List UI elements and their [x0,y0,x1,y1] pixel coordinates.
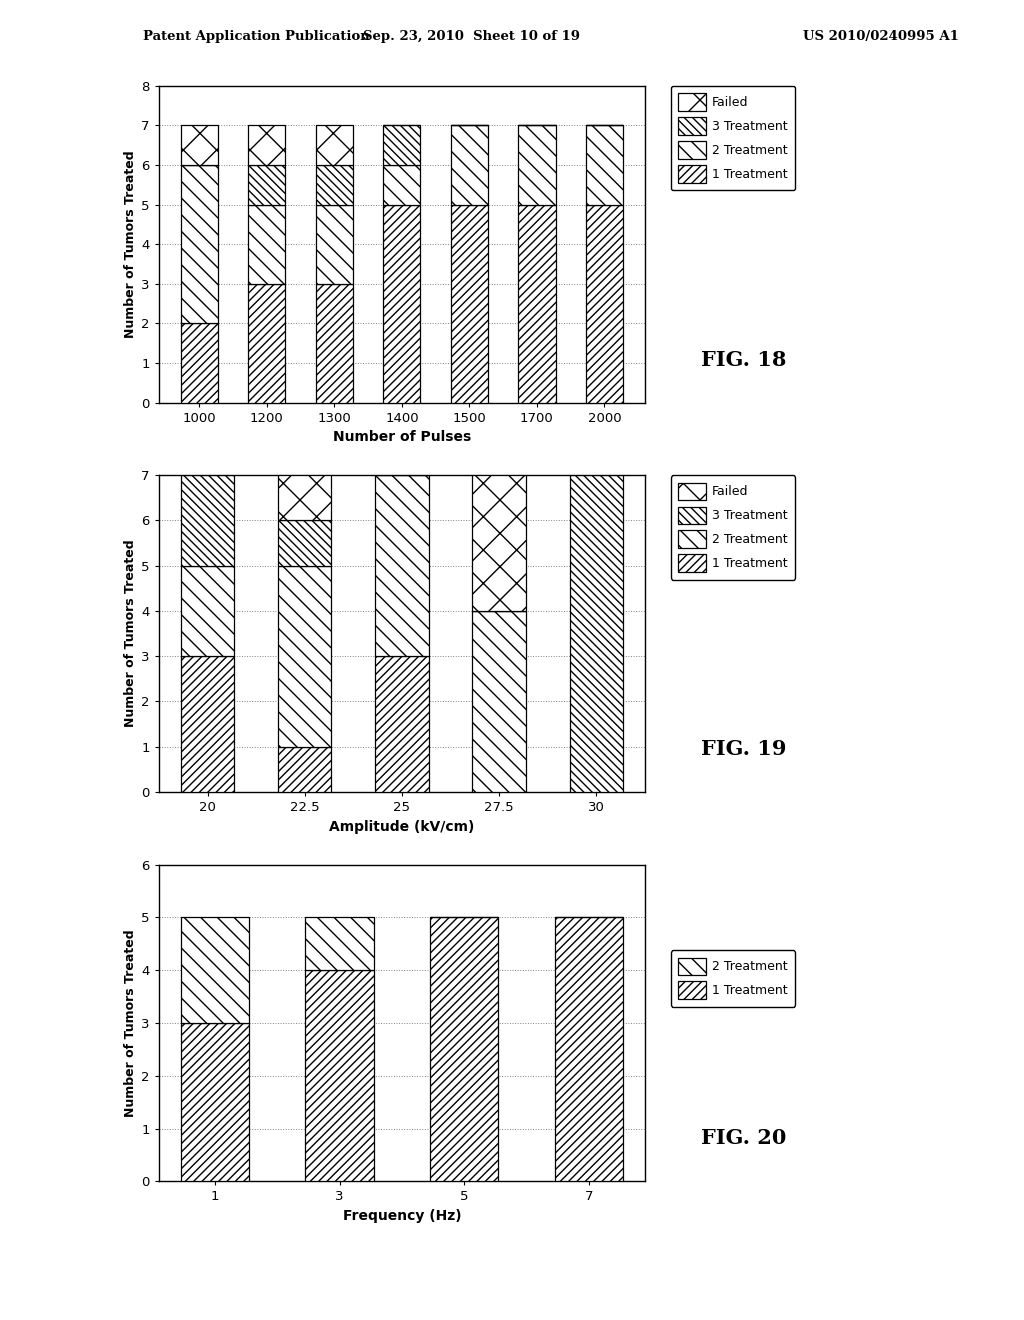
Bar [278,566,332,747]
Legend: Failed, 3 Treatment, 2 Treatment, 1 Treatment: Failed, 3 Treatment, 2 Treatment, 1 Trea… [671,86,796,190]
Bar [383,205,421,403]
Y-axis label: Number of Tumors Treated: Number of Tumors Treated [124,150,137,338]
Bar [472,611,526,792]
Bar [569,475,623,792]
Bar [181,566,234,656]
Bar [305,917,374,970]
Bar [586,205,623,403]
Bar [451,125,488,205]
Legend: 2 Treatment, 1 Treatment: 2 Treatment, 1 Treatment [671,950,796,1007]
Text: Patent Application Publication: Patent Application Publication [143,30,370,44]
Legend: Failed, 3 Treatment, 2 Treatment, 1 Treatment: Failed, 3 Treatment, 2 Treatment, 1 Trea… [671,475,796,579]
Bar [472,475,526,611]
Bar [315,125,353,165]
Bar [278,475,332,520]
Text: FIG. 19: FIG. 19 [701,739,786,759]
Bar [249,284,286,403]
Bar [249,125,286,165]
Bar [181,656,234,792]
Bar [181,917,249,1023]
Bar [278,747,332,792]
Text: Sep. 23, 2010  Sheet 10 of 19: Sep. 23, 2010 Sheet 10 of 19 [362,30,580,44]
Bar [249,205,286,284]
Bar [181,165,218,323]
Bar [305,970,374,1181]
Bar [315,205,353,284]
Bar [518,125,555,205]
Bar [375,475,429,656]
X-axis label: Amplitude (kV/cm): Amplitude (kV/cm) [330,820,474,834]
Bar [555,917,623,1181]
Bar [181,125,218,165]
Bar [315,165,353,205]
Bar [451,205,488,403]
Bar [181,1023,249,1181]
Bar [586,125,623,205]
Y-axis label: Number of Tumors Treated: Number of Tumors Treated [124,929,137,1117]
Bar [181,475,234,566]
Text: US 2010/0240995 A1: US 2010/0240995 A1 [803,30,958,44]
Bar [181,323,218,403]
Bar [383,165,421,205]
Text: FIG. 20: FIG. 20 [701,1129,786,1148]
Text: FIG. 18: FIG. 18 [701,350,786,370]
X-axis label: Frequency (Hz): Frequency (Hz) [343,1209,461,1224]
Bar [383,125,421,165]
Bar [315,284,353,403]
Bar [249,165,286,205]
Bar [518,205,555,403]
X-axis label: Number of Pulses: Number of Pulses [333,430,471,445]
Bar [375,656,429,792]
Y-axis label: Number of Tumors Treated: Number of Tumors Treated [124,540,137,727]
Bar [430,917,499,1181]
Bar [278,520,332,566]
